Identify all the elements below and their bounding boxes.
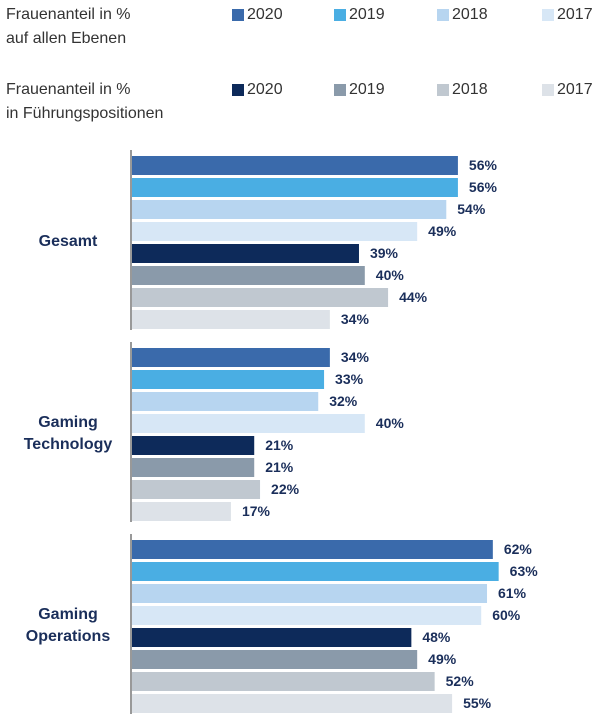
value-label: 40%	[376, 267, 405, 283]
bar	[132, 370, 325, 389]
value-label: 56%	[469, 179, 498, 195]
bar	[132, 178, 458, 197]
value-label: 40%	[376, 415, 405, 431]
legend-label: 2019	[349, 81, 385, 98]
value-label: 49%	[428, 651, 457, 667]
value-label: 48%	[422, 629, 451, 645]
value-label: 21%	[265, 459, 294, 475]
bar	[132, 584, 488, 603]
legend-label: 2018	[452, 81, 488, 98]
bar	[132, 156, 458, 175]
value-label: 22%	[271, 481, 300, 497]
value-label: 39%	[370, 245, 399, 261]
bar	[132, 348, 330, 367]
bar	[132, 200, 447, 219]
value-label: 61%	[498, 585, 527, 601]
legend-swatch	[334, 84, 346, 96]
value-label: 63%	[510, 563, 539, 579]
bar	[132, 480, 261, 499]
bar	[132, 414, 365, 433]
bar	[132, 502, 231, 521]
value-label: 34%	[341, 311, 370, 327]
value-label: 52%	[446, 673, 475, 689]
legend-label: 2020	[247, 6, 283, 23]
value-label: 34%	[341, 349, 370, 365]
legend-label: 2017	[557, 81, 593, 98]
bar	[132, 392, 319, 411]
legend-title: in Führungspositionen	[6, 105, 163, 122]
legend-swatch	[437, 9, 449, 21]
value-label: 49%	[428, 223, 457, 239]
bar	[132, 436, 255, 455]
bar	[132, 694, 453, 713]
value-label: 54%	[457, 201, 486, 217]
legend-swatch	[542, 84, 554, 96]
legend-title: Frauenanteil in %	[6, 81, 131, 98]
bar	[132, 540, 493, 559]
bar	[132, 606, 482, 625]
legend-title: auf allen Ebenen	[6, 30, 126, 47]
legend-swatch	[232, 84, 244, 96]
value-label: 32%	[329, 393, 358, 409]
value-label: 55%	[463, 695, 492, 711]
bar	[132, 288, 389, 307]
category-label: Gaming Operations	[25, 606, 111, 645]
value-label: 60%	[492, 607, 521, 623]
bar	[132, 458, 255, 477]
value-label: 62%	[504, 541, 533, 557]
value-label: 33%	[335, 371, 364, 387]
bar	[132, 266, 365, 285]
bar	[132, 650, 418, 669]
bar	[132, 628, 412, 647]
value-label: 56%	[469, 157, 498, 173]
legend-title: Frauenanteil in %	[6, 6, 131, 23]
legend-label: 2018	[452, 6, 488, 23]
legend-label: 2017	[557, 6, 593, 23]
value-label: 44%	[399, 289, 428, 305]
category-label: Gesamt	[38, 233, 98, 250]
value-label: 21%	[265, 437, 294, 453]
legend-swatch	[334, 9, 346, 21]
bar	[132, 244, 359, 263]
legend-swatch	[542, 9, 554, 21]
legend-label: 2019	[349, 6, 385, 23]
category-label: Gaming Technology	[23, 414, 113, 453]
legend-label: 2020	[247, 81, 283, 98]
bar	[132, 222, 418, 241]
legend-swatch	[437, 84, 449, 96]
bar	[132, 562, 499, 581]
legend-swatch	[232, 9, 244, 21]
bar	[132, 672, 435, 691]
value-label: 17%	[242, 503, 271, 519]
bar	[132, 310, 330, 329]
